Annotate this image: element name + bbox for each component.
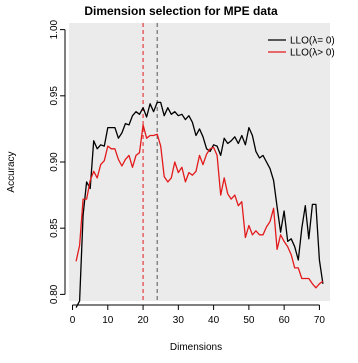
y-axis-label: Accuracy xyxy=(6,151,17,192)
x-tick-label: 20 xyxy=(138,315,150,326)
x-tick-label: 30 xyxy=(173,315,185,326)
y-tick-label: 0.95 xyxy=(49,86,60,106)
x-tick-label: 0 xyxy=(70,315,76,326)
y-tick-label: 0.90 xyxy=(49,152,60,172)
y-tick-label: 1.00 xyxy=(49,19,60,39)
legend-label-0: LLO(λ= 0) xyxy=(290,36,335,47)
legend-label-1: LLO(λ> 0) xyxy=(290,48,335,59)
chart-title: Dimension selection for MPE data xyxy=(84,4,278,18)
axes: 0 10 20 30 40 50 60 70 0.80 0.85 0.90 0.95 1.00 xyxy=(49,19,325,326)
x-tick-label: 10 xyxy=(102,315,114,326)
y-tick-label: 0.80 xyxy=(49,284,60,304)
x-tick-label: 50 xyxy=(243,315,255,326)
plot-area xyxy=(69,23,330,301)
series-lines xyxy=(75,101,324,308)
x-tick-label: 60 xyxy=(279,315,291,326)
series-line-1 xyxy=(75,124,324,289)
y-tick-label: 0.85 xyxy=(49,218,60,238)
x-axis-label: Dimensions xyxy=(170,342,222,353)
legend: LLO(λ= 0)LLO(λ> 0) xyxy=(268,36,335,59)
x-tick-label: 70 xyxy=(314,315,326,326)
series-line-0 xyxy=(75,101,324,308)
x-tick-label: 40 xyxy=(208,315,220,326)
vertical-lines xyxy=(142,23,158,301)
